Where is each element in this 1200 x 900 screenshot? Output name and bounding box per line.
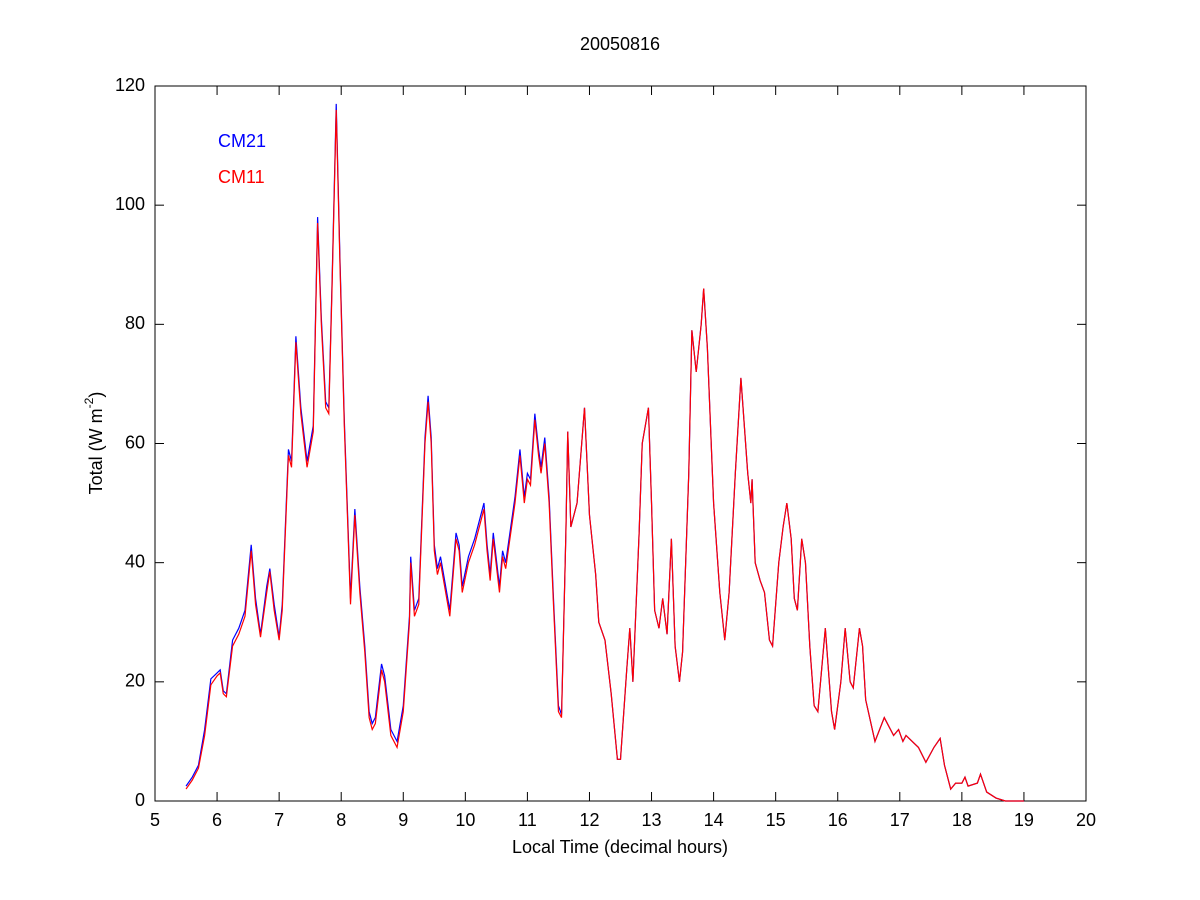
x-tick-label: 18 (952, 810, 972, 830)
y-tick-label: 100 (115, 194, 145, 214)
legend-label: CM21 (218, 131, 266, 151)
x-tick-label: 5 (150, 810, 160, 830)
y-tick-label: 120 (115, 75, 145, 95)
x-axis-label: Local Time (decimal hours) (512, 837, 728, 857)
x-tick-label: 19 (1014, 810, 1034, 830)
y-axis-label-text: Total (W m (86, 408, 106, 494)
x-tick-label: 20 (1076, 810, 1096, 830)
x-tick-label: 16 (828, 810, 848, 830)
x-tick-label: 8 (336, 810, 346, 830)
y-tick-label: 80 (125, 313, 145, 333)
y-tick-label: 20 (125, 671, 145, 691)
chart-title: 20050816 (580, 34, 660, 54)
x-tick-label: 13 (642, 810, 662, 830)
x-tick-label: 17 (890, 810, 910, 830)
x-tick-label: 14 (704, 810, 724, 830)
y-tick-label: 0 (135, 790, 145, 810)
y-axis-label-sup: -2 (82, 397, 96, 408)
x-tick-label: 6 (212, 810, 222, 830)
y-axis-label: Total (W m-2) (82, 392, 106, 495)
x-tick-label: 9 (398, 810, 408, 830)
x-tick-label: 12 (579, 810, 599, 830)
y-axis-label-end: ) (86, 392, 106, 398)
x-tick-label: 7 (274, 810, 284, 830)
x-tick-label: 15 (766, 810, 786, 830)
x-tick-label: 10 (455, 810, 475, 830)
x-tick-label: 11 (518, 810, 537, 830)
data-line (185, 109, 1024, 802)
y-tick-label: 40 (125, 551, 145, 571)
legend-label: CM11 (218, 167, 265, 187)
y-tick-label: 60 (125, 432, 145, 452)
